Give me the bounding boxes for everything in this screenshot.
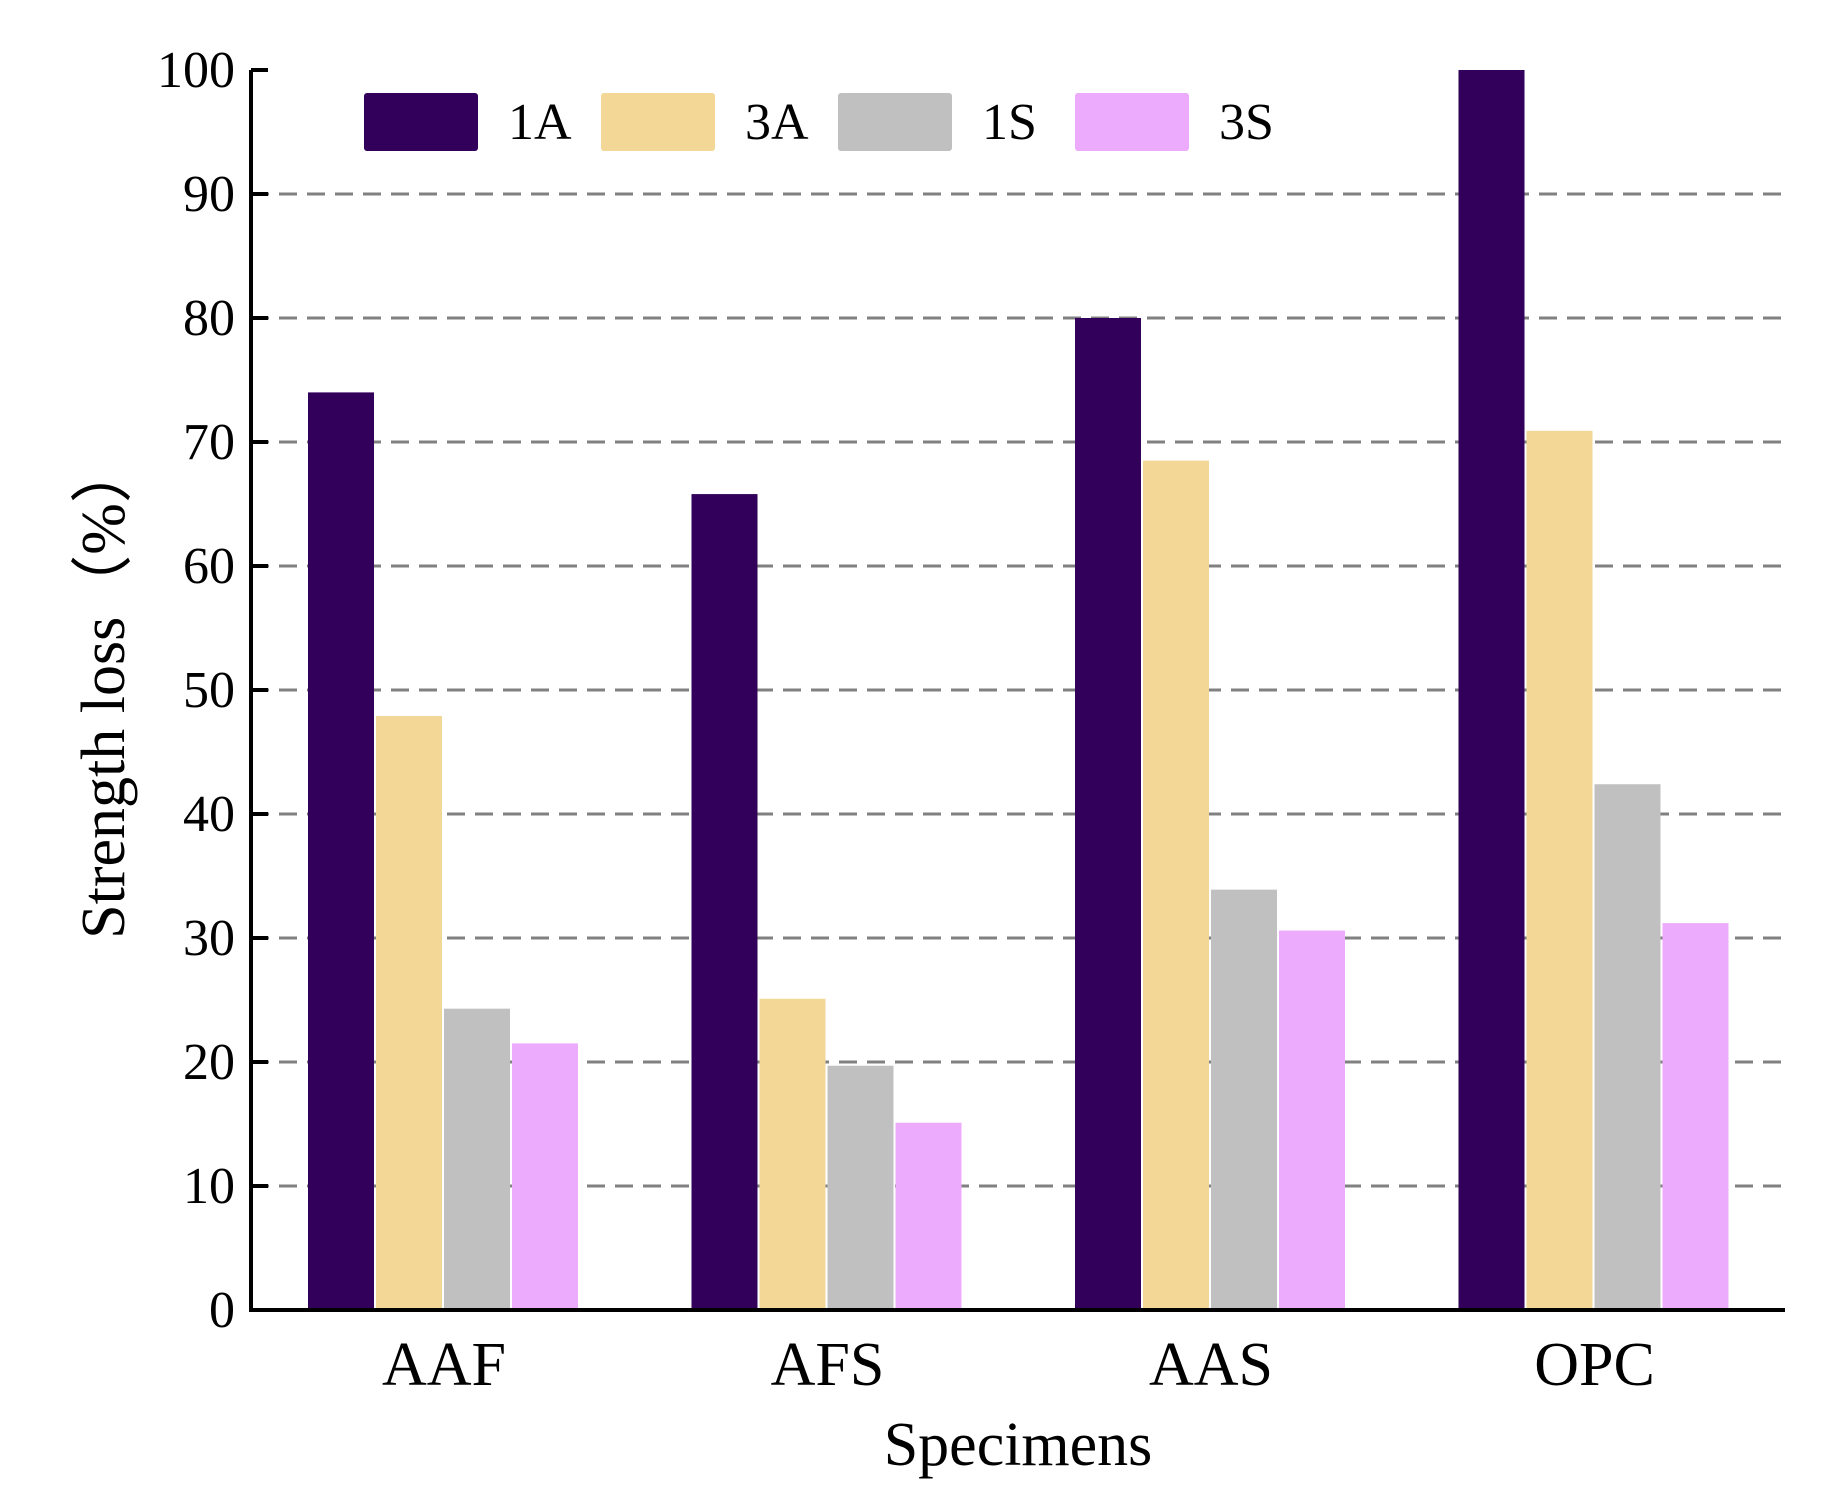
legend-swatch-3a [601,93,715,151]
bar-afs-3a [759,998,826,1310]
x-category-label: AAF [382,1331,506,1399]
legend-swatch-1a [364,93,478,151]
bar-aas-1a [1075,318,1141,1310]
bar-aas-3s [1279,930,1345,1310]
x-category-label: AFS [771,1331,885,1399]
y-tick-label: 80 [183,290,235,347]
legend-label-3s: 3S [1219,94,1274,151]
y-tick-label: 10 [183,1158,235,1215]
x-axis-title: Specimens [884,1411,1153,1479]
bar-afs-1a [691,494,758,1311]
legend-label-1a: 1A [508,94,572,151]
legend-label-1s: 1S [982,94,1037,151]
legend: 1A 3A 1S 3S [364,93,1274,151]
bar-aaf-1s [444,1008,510,1310]
bar-aas-1s [1211,889,1277,1310]
legend-swatch-1s [838,93,952,151]
y-tick-label: 0 [209,1282,235,1339]
bar-afs-1s [827,1065,894,1310]
y-tick-label: 90 [183,166,235,223]
bar-aaf-3a [376,716,442,1310]
y-tick-label: 40 [183,786,235,843]
bars [308,70,1729,1311]
y-tick-label: 20 [183,1034,235,1091]
bar-opc-3s [1662,923,1729,1310]
y-tick-label: 30 [183,910,235,967]
bar-aas-3a [1143,460,1209,1311]
y-tick-label: 100 [157,42,235,99]
y-tick-label: 50 [183,662,235,719]
y-axis-title: Strength loss（%） [70,441,138,939]
bar-afs-3s [895,1122,962,1310]
bar-opc-3a [1526,430,1593,1311]
y-tick-label: 70 [183,414,235,471]
x-axis-category-labels: AAF AFS AAS OPC [382,1331,1655,1399]
bar-aaf-1a [308,392,374,1310]
bar-opc-1a [1458,70,1525,1310]
y-axis-ticks: 0 10 20 30 40 50 60 70 80 90 100 [157,42,268,1339]
legend-label-3a: 3A [745,94,809,151]
legend-swatch-3s [1075,93,1189,151]
y-tick-label: 60 [183,538,235,595]
bar-aaf-3s [512,1043,578,1310]
x-category-label: OPC [1534,1331,1655,1399]
bar-opc-1s [1594,784,1661,1310]
x-category-label: AAS [1149,1331,1273,1399]
